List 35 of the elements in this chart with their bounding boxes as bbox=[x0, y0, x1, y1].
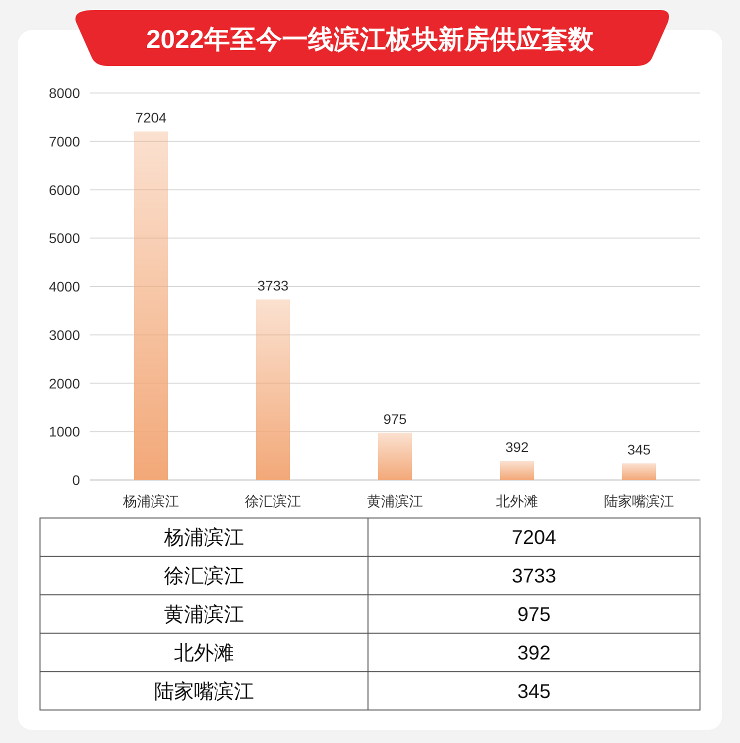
x-tick-label: 黄浦滨江 bbox=[367, 493, 423, 509]
y-tick-label: 3000 bbox=[48, 326, 80, 343]
data-label: 7204 bbox=[512, 527, 556, 550]
data-label: 345 bbox=[517, 680, 551, 703]
x-tick-label: 杨浦滨江 bbox=[122, 493, 179, 509]
chart-title: 2022年至今一线滨江板块新房供应套数 bbox=[146, 24, 595, 54]
bar bbox=[134, 132, 168, 480]
y-tick-label: 5000 bbox=[48, 230, 80, 246]
data-label: 345 bbox=[627, 441, 651, 458]
x-tick-label: 陆家嘴滨江 bbox=[604, 493, 674, 509]
category-label: 黄浦滨江 bbox=[164, 604, 244, 626]
x-tick-label: 北外滩 bbox=[496, 493, 538, 509]
category-label: 北外滩 bbox=[174, 642, 234, 664]
y-tick-label: 7000 bbox=[48, 133, 80, 150]
y-tick-label: 6000 bbox=[48, 182, 80, 198]
data-label: 392 bbox=[505, 439, 529, 456]
y-tick-label: 1000 bbox=[48, 424, 80, 440]
data-label: 7204 bbox=[135, 110, 167, 126]
y-tick-label: 4000 bbox=[48, 278, 80, 294]
bar bbox=[622, 463, 656, 480]
bar bbox=[500, 461, 534, 480]
data-label: 392 bbox=[517, 642, 551, 664]
x-tick-label: 徐汇滨江 bbox=[245, 493, 301, 509]
y-tick-label: 2000 bbox=[48, 375, 80, 392]
y-tick-label: 8000 bbox=[48, 85, 80, 101]
category-label: 徐汇滨江 bbox=[164, 566, 244, 588]
data-label: 3733 bbox=[257, 277, 289, 294]
y-tick-label: 0 bbox=[72, 472, 80, 488]
data-label: 3733 bbox=[512, 566, 556, 588]
category-label: 陆家嘴滨江 bbox=[154, 680, 254, 703]
bar bbox=[378, 432, 412, 480]
data-label: 975 bbox=[517, 604, 551, 626]
data-label: 975 bbox=[383, 410, 407, 427]
bar bbox=[256, 299, 290, 480]
category-label: 杨浦滨江 bbox=[163, 527, 244, 550]
